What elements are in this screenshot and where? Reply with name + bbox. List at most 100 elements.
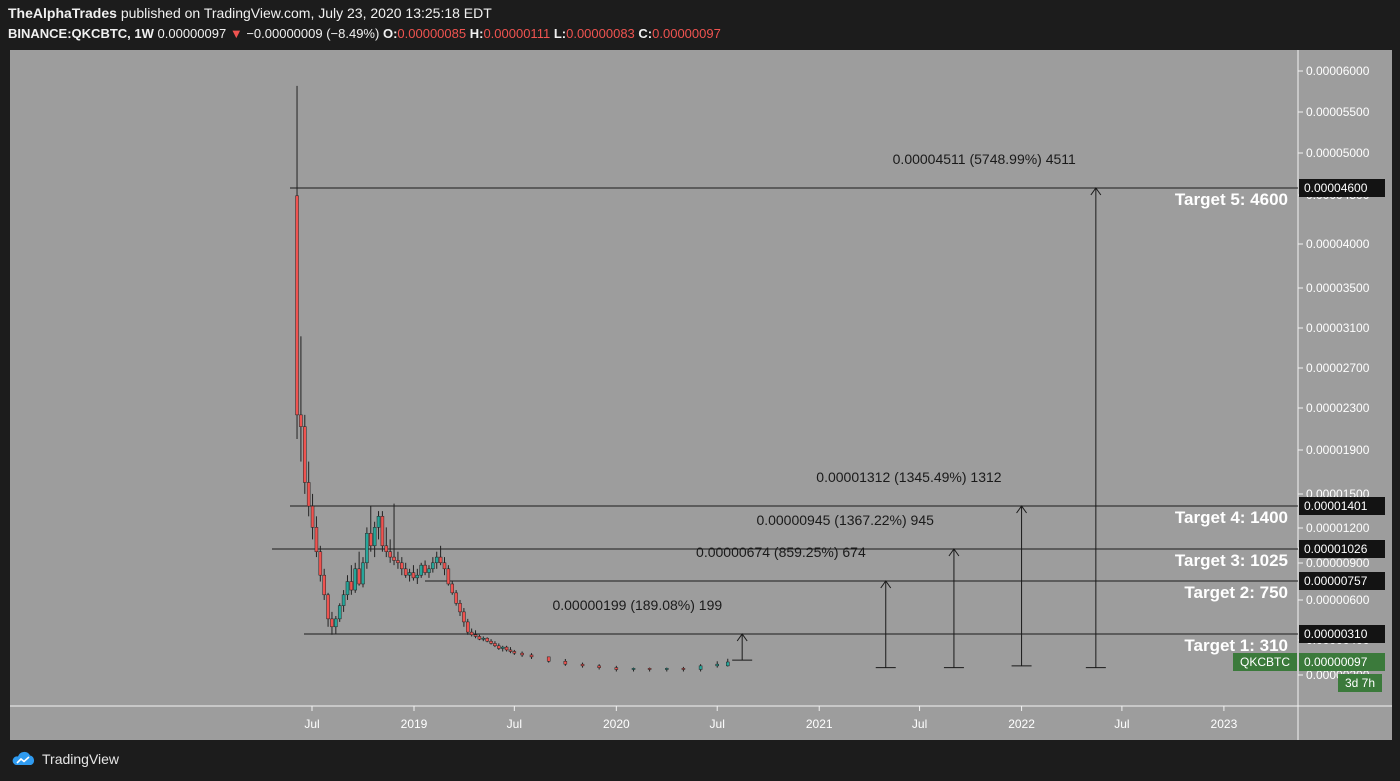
price-tag-box: [1299, 625, 1385, 643]
candle-body: [407, 572, 412, 576]
candle-body: [318, 551, 323, 576]
measure-label: 0.00000945 (1367.22%) 945: [756, 512, 934, 528]
candle-body: [431, 562, 435, 570]
candle-body: [500, 646, 505, 649]
last-price: 0.00000097: [157, 26, 227, 41]
candle-body: [497, 645, 501, 649]
measure-label: 0.00004511 (5748.99%) 4511: [893, 151, 1076, 167]
y-tick-label: 0.00005500: [1306, 105, 1370, 119]
y-tick-label: 0.00001900: [1306, 443, 1370, 457]
candle-body: [454, 592, 458, 604]
y-tick-label: 0.00001200: [1306, 521, 1370, 535]
candle-body: [388, 551, 392, 558]
price-change: −0.00000009 (−8.49%): [246, 26, 380, 41]
publish-date: published on TradingView.com, July 23, 2…: [120, 5, 492, 21]
candle-body: [380, 516, 385, 547]
countdown-box: [1338, 674, 1382, 692]
y-tick-label: 0.00004000: [1306, 237, 1370, 251]
measure-label: 0.00000674 (859.25%) 674: [696, 544, 866, 560]
price-tag-label: 0.00000310: [1304, 627, 1368, 641]
x-tick-label: 2023: [1211, 717, 1238, 731]
measure-arrow-head: [948, 548, 960, 557]
x-tick-label: 2019: [401, 717, 428, 731]
x-tick-label: Jul: [304, 717, 319, 731]
candle-body: [446, 568, 451, 585]
candle-body: [726, 661, 730, 667]
candle-body: [466, 621, 470, 633]
x-tick-label: Jul: [1114, 717, 1129, 731]
candle-body: [489, 640, 493, 644]
last-price-tag-label: 0.00000097: [1304, 655, 1368, 669]
y-tick-label: 0.00006000: [1306, 64, 1370, 78]
candle-body: [665, 668, 669, 670]
x-tick-label: 2021: [806, 717, 833, 731]
candle-body: [299, 414, 303, 427]
candle-body: [681, 668, 686, 670]
price-tag-box: [1299, 497, 1385, 515]
candle-body: [450, 583, 454, 594]
candle-body: [473, 634, 478, 637]
candle-body: [504, 646, 509, 651]
measure-arrow-head: [1016, 505, 1027, 514]
candle-body: [438, 556, 443, 564]
price-tag-label: 0.00000757: [1304, 574, 1368, 588]
footer-brand: TradingView: [10, 751, 119, 767]
y-tick-label: 0.00002300: [1306, 401, 1370, 415]
candle-body: [322, 574, 326, 596]
candle-body: [365, 533, 369, 564]
candles-group: [295, 85, 730, 672]
x-tick-label: Jul: [710, 717, 725, 731]
target-level-label: Target 5: 4600: [1175, 190, 1288, 209]
y-tick-label: 0.00000900: [1306, 556, 1370, 570]
low-label: L:: [553, 26, 567, 41]
high-value: 0.00000111: [483, 26, 551, 41]
measure-arrow-head: [1090, 187, 1102, 196]
candle-body: [469, 631, 474, 636]
measure-arrow-head: [880, 580, 892, 589]
price-tag-box: [1299, 540, 1385, 558]
open-label: O:: [382, 26, 398, 41]
candle-body: [415, 574, 420, 579]
y-tick-label: 0.00000600: [1306, 593, 1370, 607]
candle-body: [597, 665, 601, 668]
candle-body: [384, 545, 389, 552]
candle-body: [361, 562, 365, 585]
y-tick-label: 0.00003100: [1306, 321, 1370, 335]
candle-body: [520, 652, 524, 656]
candle-body: [458, 603, 462, 613]
candle-body: [314, 527, 319, 552]
candle-body: [546, 656, 551, 662]
candle-body: [349, 581, 354, 591]
chart-background: [10, 50, 1392, 740]
candle-body: [419, 564, 423, 576]
target-level-label: Target 3: 1025: [1175, 551, 1288, 570]
x-tick-label: Jul: [507, 717, 522, 731]
candle-body: [334, 618, 338, 628]
candle-body: [337, 605, 342, 620]
close-label: C:: [638, 26, 653, 41]
last-price-tag-box: [1299, 653, 1385, 671]
price-tag-label: 0.00004600: [1304, 181, 1368, 195]
author-name: TheAlphaTrades: [8, 5, 117, 21]
candle-body: [493, 643, 497, 647]
candle-body: [306, 482, 311, 507]
candle-body: [580, 663, 585, 667]
candle-body: [295, 195, 299, 416]
candle-body: [411, 572, 416, 579]
candle-body: [512, 651, 517, 654]
candle-body: [345, 581, 350, 596]
countdown-label: 3d 7h: [1345, 676, 1375, 690]
price-tag-label: 0.00001401: [1304, 499, 1368, 513]
symbol-tag-box: [1233, 653, 1297, 671]
candle-body: [357, 568, 361, 585]
candle-body: [372, 527, 377, 547]
candle-body: [400, 562, 404, 570]
candle-body: [614, 667, 619, 670]
candle-body: [310, 505, 315, 528]
y-tick-label: 0.00005000: [1306, 146, 1370, 160]
ohlc-header: BINANCE:QKCBTC, 1W 0.00000097 ▼ −0.00000…: [8, 26, 721, 41]
candle-body: [631, 668, 636, 670]
open-value: 0.00000085: [397, 26, 467, 41]
price-tag-label: 0.00001026: [1304, 542, 1368, 556]
